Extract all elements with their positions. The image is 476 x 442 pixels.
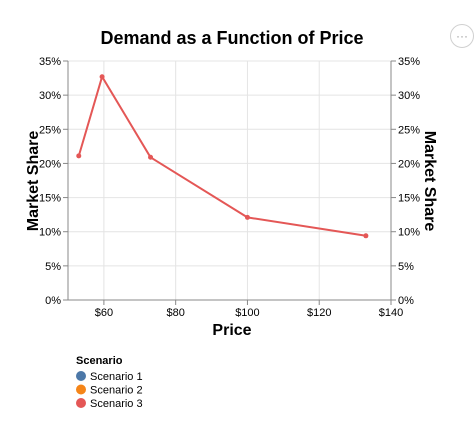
data-point — [148, 154, 154, 160]
y-axis-title-left: Market Share — [25, 131, 42, 232]
x-tick-label: $120 — [307, 307, 331, 319]
y-tick-label-right: 10% — [398, 227, 420, 239]
y-tick-label-left: 10% — [39, 227, 61, 239]
y-tick-label-right: 25% — [398, 124, 420, 136]
data-point — [76, 153, 82, 159]
y-tick-label-right: 20% — [398, 158, 420, 170]
chart-title: Demand as a Function of Price — [100, 28, 363, 48]
y-tick-label-left: 15% — [39, 193, 61, 205]
y-tick-label-right: 30% — [398, 90, 420, 102]
x-tick-label: $60 — [95, 307, 113, 319]
y-tick-label-left: 30% — [39, 90, 61, 102]
x-tick-label: $100 — [235, 307, 259, 319]
y-tick-label-right: 0% — [398, 295, 414, 307]
x-tick-label: $140 — [379, 307, 403, 319]
y-tick-label-right: 35% — [398, 56, 420, 68]
data-point — [244, 214, 250, 220]
legend-label: Scenario 3 — [90, 398, 143, 410]
data-point — [99, 74, 105, 80]
data-point — [363, 233, 369, 239]
x-axis-title: Price — [212, 322, 251, 339]
y-tick-label-left: 25% — [39, 124, 61, 136]
chart-menu-button[interactable]: ··· — [450, 24, 474, 48]
x-tick-label: $80 — [166, 307, 184, 319]
legend-label: Scenario 2 — [90, 385, 143, 397]
legend-label: Scenario 1 — [90, 371, 143, 383]
ellipsis-icon: ··· — [456, 29, 468, 43]
y-axis-title-right: Market Share — [421, 131, 438, 232]
y-tick-label-right: 5% — [398, 261, 414, 273]
y-tick-label-left: 0% — [45, 295, 61, 307]
legend-symbol — [76, 398, 86, 408]
y-tick-label-left: 5% — [45, 261, 61, 273]
legend-symbol — [76, 384, 86, 395]
y-tick-label-left: 35% — [39, 56, 61, 68]
legend-symbol — [76, 371, 86, 381]
y-tick-label-right: 15% — [398, 193, 420, 205]
series-line — [77, 75, 367, 237]
legend-title: Scenario — [76, 355, 123, 367]
y-tick-label-left: 20% — [39, 158, 61, 170]
